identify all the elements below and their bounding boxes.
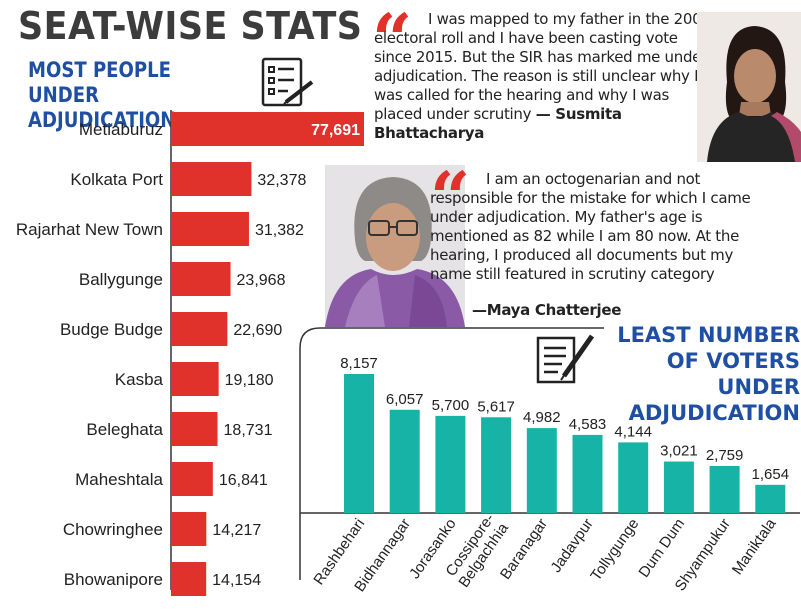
left-bar-value-2: 31,382	[255, 222, 304, 239]
left-bar-label-9: Bhowanipore	[64, 570, 163, 589]
checklist-icon	[261, 57, 314, 107]
right-bar-6	[618, 442, 649, 513]
right-bar-1	[389, 409, 420, 513]
right-bar-value-2: 5,700	[432, 397, 470, 414]
right-bar-7	[663, 461, 694, 513]
left-bar-value-3: 23,968	[237, 272, 286, 289]
quote-2-text: I am an octogenarian and not responsible…	[430, 170, 751, 283]
document-pen-icon	[536, 334, 595, 384]
left-bar-label-6: Beleghata	[86, 420, 163, 439]
right-bar-value-5: 4,583	[569, 416, 607, 433]
page-title: SEAT-WISE STATS	[18, 4, 363, 48]
left-bar-value-0: 77,691	[311, 122, 360, 139]
left-bar-6	[171, 412, 218, 446]
left-bar-value-9: 14,154	[212, 572, 261, 589]
right-bar-3	[481, 417, 512, 513]
portrait-woman-icon	[697, 12, 801, 162]
left-bar-7	[171, 462, 213, 496]
left-bar-value-4: 22,690	[233, 322, 282, 339]
left-bar-8	[171, 512, 207, 546]
left-bar-label-0: Metiaburuz	[79, 120, 163, 139]
left-bar-3	[171, 262, 231, 296]
left-bar-label-1: Kolkata Port	[70, 170, 163, 189]
left-bar-label-2: Rajarhat New Town	[16, 220, 163, 239]
right-bar-value-3: 5,617	[477, 398, 515, 415]
left-bar-9	[171, 562, 207, 596]
right-bar-value-1: 6,057	[386, 391, 424, 408]
left-bar-value-1: 32,378	[257, 172, 306, 189]
right-bar-label-9: Maniktala	[729, 515, 780, 578]
left-bar-4	[171, 312, 228, 346]
left-bar-label-4: Budge Budge	[60, 320, 163, 339]
right-bar-2	[435, 415, 466, 513]
right-bar-value-0: 8,157	[340, 355, 378, 372]
right-bar-5	[572, 434, 603, 513]
left-bar-label-8: Chowringhee	[63, 520, 163, 539]
right-bar-9	[755, 484, 786, 513]
left-bar-value-7: 16,841	[219, 472, 268, 489]
left-bar-2	[171, 212, 249, 246]
portrait-elderly-woman-icon	[325, 165, 465, 327]
right-bar-value-8: 2,759	[706, 447, 744, 464]
left-bar-5	[171, 362, 219, 396]
right-bar-value-6: 4,144	[614, 423, 652, 440]
left-bar-value-5: 19,180	[225, 372, 274, 389]
left-bar-value-8: 14,217	[212, 522, 261, 539]
quote-2: I am an octogenarian and not responsible…	[430, 170, 778, 284]
right-bar-chart: 8,157Rashbehari6,057Bidhannagar5,700Jora…	[310, 355, 789, 595]
quote-1-author: — Susmita Bhattacharya	[374, 105, 622, 142]
left-bar-label-5: Kasba	[115, 370, 164, 389]
quote-1-text: I was mapped to my father in the 2002 el…	[374, 10, 711, 123]
most-chart-title: MOST PEOPLE UNDER ADJUDICATION	[28, 58, 176, 132]
quote-mark-icon-2: “	[430, 156, 471, 239]
right-bar-8	[709, 465, 740, 513]
quote-2-author: —Maya Chatterjee	[472, 301, 622, 319]
right-bar-4	[526, 428, 557, 513]
left-bar-0	[171, 112, 364, 146]
right-chart-frame	[299, 327, 604, 580]
quote-mark-icon: “	[372, 0, 413, 81]
left-bar-label-3: Ballygunge	[79, 270, 163, 289]
left-bar-label-7: Maheshtala	[75, 470, 163, 489]
right-bar-label-5: Jadavpur	[547, 516, 596, 576]
right-bar-value-7: 3,021	[660, 443, 698, 460]
least-chart-title: LEAST NUMBER OF VOTERS UNDER ADJUDICATIO…	[617, 323, 800, 425]
quote-1: I was mapped to my father in the 2002 el…	[374, 10, 714, 143]
left-bar-value-6: 18,731	[224, 422, 273, 439]
right-bar-value-4: 4,982	[523, 409, 561, 426]
left-bar-1	[171, 162, 252, 196]
right-bar-0	[344, 374, 374, 513]
right-bar-value-9: 1,654	[752, 466, 790, 483]
left-bar-chart: Metiaburuz 77,691 Kolkata Port 32,378 Rajarh…	[16, 112, 364, 596]
